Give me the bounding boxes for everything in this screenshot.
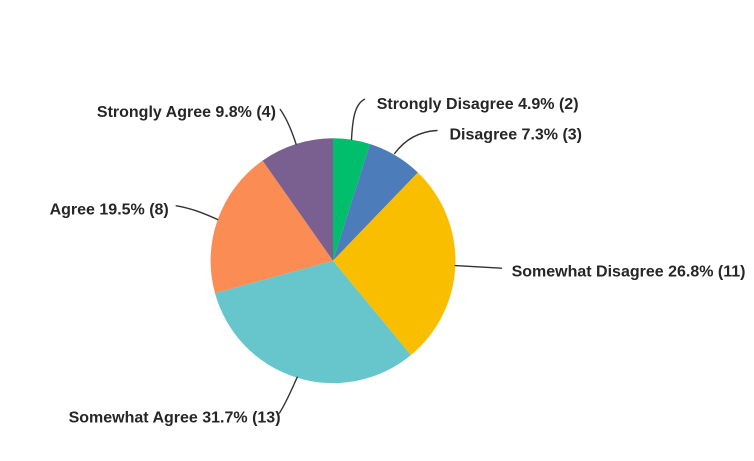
- svg-text:Disagree 7.3% (3): Disagree 7.3% (3): [450, 127, 583, 144]
- svg-text:Strongly Agree 9.8% (4): Strongly Agree 9.8% (4): [97, 104, 276, 121]
- svg-text:Strongly Disagree 4.9% (2): Strongly Disagree 4.9% (2): [377, 96, 579, 113]
- svg-text:Somewhat Agree 31.7% (13): Somewhat Agree 31.7% (13): [69, 409, 281, 426]
- svg-text:Somewhat Disagree 26.8% (11): Somewhat Disagree 26.8% (11): [512, 264, 746, 281]
- svg-text:Agree 19.5% (8): Agree 19.5% (8): [50, 202, 169, 219]
